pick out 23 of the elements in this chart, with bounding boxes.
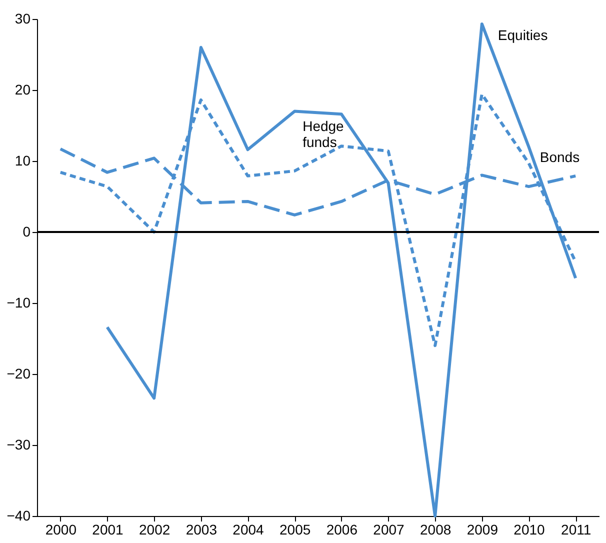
x-tick-label: 2006: [326, 522, 358, 538]
series-label: Equities: [498, 26, 548, 43]
x-tick-label: 2010: [514, 522, 546, 538]
x-tick-label: 2004: [232, 522, 264, 538]
y-tick-label: 10: [14, 152, 31, 168]
y-tick-label: 30: [14, 10, 31, 26]
x-tick-label: 2005: [280, 522, 311, 538]
x-tick-label: 2009: [466, 522, 498, 538]
x-tick-label: 2007: [373, 522, 405, 538]
x-tick-label: 2001: [92, 522, 124, 538]
y-tick-label: −10: [6, 294, 31, 310]
y-tick-label: 20: [14, 82, 31, 98]
y-tick-label: −40: [6, 508, 31, 524]
series-label: Bonds: [540, 148, 580, 165]
y-tick-label: 0: [22, 224, 31, 240]
x-tick-label: 2008: [420, 522, 452, 538]
x-tick-label: 2003: [186, 522, 218, 538]
y-tick-label: −30: [6, 436, 31, 452]
x-tick-label: 2002: [139, 522, 170, 538]
x-tick-label: 2011: [561, 522, 592, 538]
y-tick-label: −20: [6, 366, 31, 382]
series-label: Hedge funds: [302, 118, 344, 150]
x-tick-label: 2000: [45, 522, 77, 538]
